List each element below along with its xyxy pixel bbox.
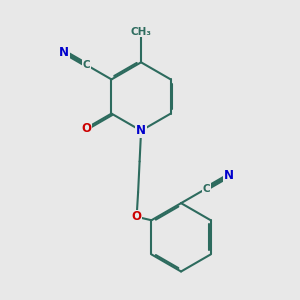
Text: CH₃: CH₃ [130, 27, 152, 37]
Text: O: O [81, 122, 91, 135]
Text: C: C [82, 60, 90, 70]
Text: C: C [202, 184, 210, 194]
Text: N: N [136, 124, 146, 137]
Text: N: N [59, 46, 69, 59]
Text: N: N [224, 169, 233, 182]
Text: O: O [132, 210, 142, 223]
